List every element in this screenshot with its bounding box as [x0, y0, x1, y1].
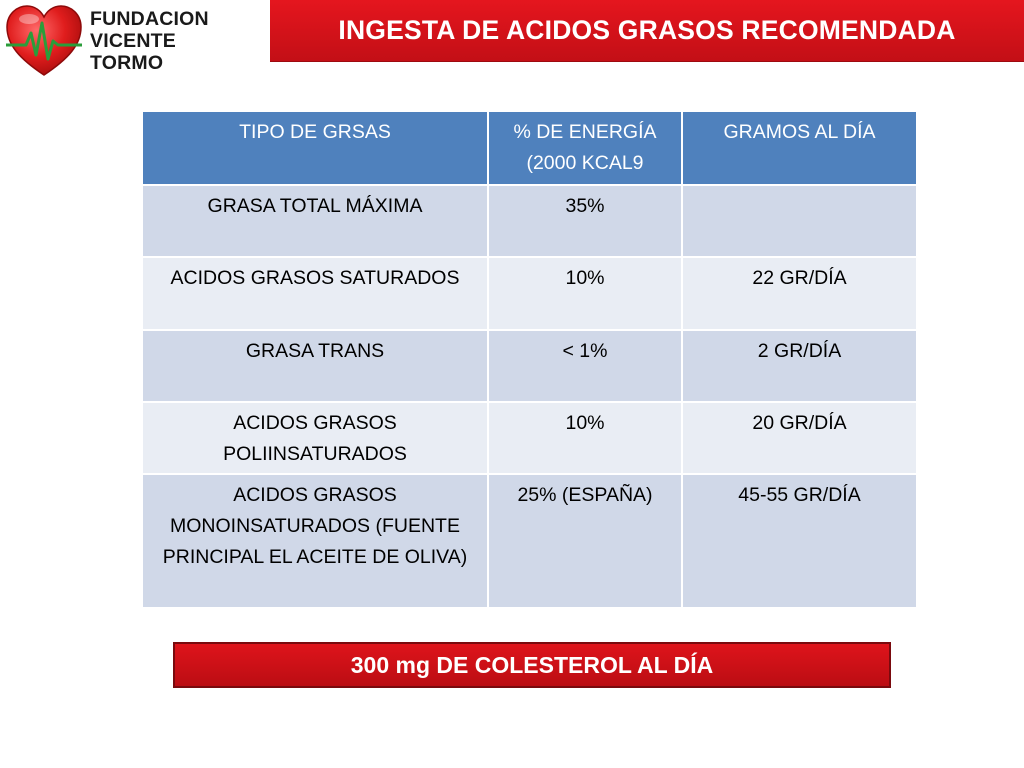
- cell-energy-percent: 10%: [487, 401, 683, 475]
- header-energy-percent: % DE ENERGÍA (2000 KCAL9: [487, 110, 683, 186]
- cell-grams-per-day: [681, 184, 918, 258]
- page-title: INGESTA DE ACIDOS GRASOS RECOMENDADA: [338, 15, 956, 45]
- cell-fat-type: ACIDOS GRASOS MONOINSATURADOS (FUENTE PR…: [141, 473, 489, 609]
- cell-fat-type: GRASA TOTAL MÁXIMA: [141, 184, 489, 258]
- table-row: ACIDOS GRASOS POLIINSATURADOS 10% 20 GR/…: [141, 401, 918, 475]
- cell-energy-percent: 10%: [487, 256, 683, 331]
- table-row: GRASA TRANS < 1% 2 GR/DÍA: [141, 329, 918, 403]
- cell-grams-per-day: 2 GR/DÍA: [681, 329, 918, 403]
- header-fat-type: TIPO DE GRSAS: [141, 110, 489, 186]
- header-grams-per-day: GRAMOS AL DÍA: [681, 110, 918, 186]
- cell-grams-per-day: 22 GR/DÍA: [681, 256, 918, 331]
- table-row: ACIDOS GRASOS MONOINSATURADOS (FUENTE PR…: [141, 473, 918, 609]
- logo: FUNDACION VICENTE TORMO: [4, 2, 244, 80]
- cell-fat-type: ACIDOS GRASOS SATURADOS: [141, 256, 489, 331]
- cell-fat-type: GRASA TRANS: [141, 329, 489, 403]
- logo-line-2: VICENTE TORMO: [90, 30, 176, 74]
- cell-energy-percent: < 1%: [487, 329, 683, 403]
- table-row: GRASA TOTAL MÁXIMA 35%: [141, 184, 918, 258]
- logo-text: FUNDACION VICENTE TORMO: [90, 8, 244, 74]
- heart-logo-icon: [6, 5, 82, 76]
- cell-fat-type: ACIDOS GRASOS POLIINSATURADOS: [141, 401, 489, 475]
- title-banner: INGESTA DE ACIDOS GRASOS RECOMENDADA: [270, 0, 1024, 62]
- cell-energy-percent: 35%: [487, 184, 683, 258]
- cell-grams-per-day: 20 GR/DÍA: [681, 401, 918, 475]
- cholesterol-text: 300 mg DE COLESTEROL AL DÍA: [350, 651, 714, 678]
- fatty-acids-table: TIPO DE GRSAS % DE ENERGÍA (2000 KCAL9 G…: [141, 110, 918, 609]
- cell-grams-per-day: 45-55 GR/DÍA: [681, 473, 918, 609]
- logo-line-1: FUNDACION: [90, 8, 209, 30]
- cell-energy-percent: 25% (ESPAÑA): [487, 473, 683, 609]
- table-header-row: TIPO DE GRSAS % DE ENERGÍA (2000 KCAL9 G…: [141, 110, 918, 186]
- table-row: ACIDOS GRASOS SATURADOS 10% 22 GR/DÍA: [141, 256, 918, 331]
- cholesterol-banner: 300 mg DE COLESTEROL AL DÍA: [173, 642, 891, 688]
